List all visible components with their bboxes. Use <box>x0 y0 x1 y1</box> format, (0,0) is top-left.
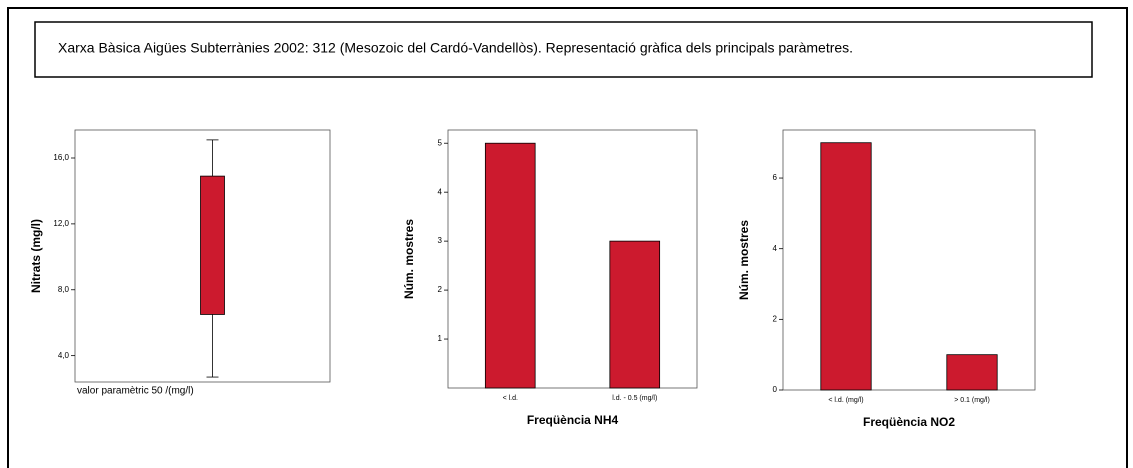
x-tick-label: < l.d. <box>503 395 518 402</box>
y-tick-label: 4 <box>438 187 443 196</box>
title-box <box>34 21 1093 78</box>
y-tick-label: 2 <box>438 285 443 294</box>
x-tick-label: < l.d. (mg/l) <box>828 397 863 404</box>
y-axis-label: Núm. mostres <box>402 219 416 299</box>
page-frame <box>7 7 1128 468</box>
box <box>200 175 225 315</box>
y-tick-label: 16,0 <box>53 153 69 162</box>
y-axis-label: Núm. mostres <box>737 220 751 300</box>
y-tick-label: 8,0 <box>58 285 70 294</box>
x-tick-label: > 0.1 (mg/l) <box>954 397 990 404</box>
bar <box>820 142 872 391</box>
y-tick-label: 12,0 <box>53 219 69 228</box>
y-tick-label: 6 <box>773 173 778 182</box>
y-tick-label: 2 <box>773 314 778 323</box>
x-axis-label: valor paramètric 50 /(mg/l) <box>77 386 194 397</box>
x-tick-label: l.d. - 0.5 (mg/l) <box>612 395 657 402</box>
page-title: Xarxa Bàsica Aigües Subterrànies 2002: 3… <box>58 40 853 56</box>
y-tick-label: 4 <box>773 244 778 253</box>
bar <box>609 240 661 389</box>
y-axis-label: Nitrats (mg/l) <box>29 219 43 293</box>
x-axis-label: Freqüència NO2 <box>863 415 955 429</box>
y-tick-label: 1 <box>438 334 443 343</box>
y-tick-label: 3 <box>438 236 443 245</box>
y-tick-label: 0 <box>773 385 778 394</box>
y-tick-label: 4,0 <box>58 351 70 360</box>
y-tick-label: 5 <box>438 138 443 147</box>
x-axis-label: Freqüència NH4 <box>527 413 619 427</box>
bar <box>484 142 536 389</box>
bar <box>946 354 998 391</box>
